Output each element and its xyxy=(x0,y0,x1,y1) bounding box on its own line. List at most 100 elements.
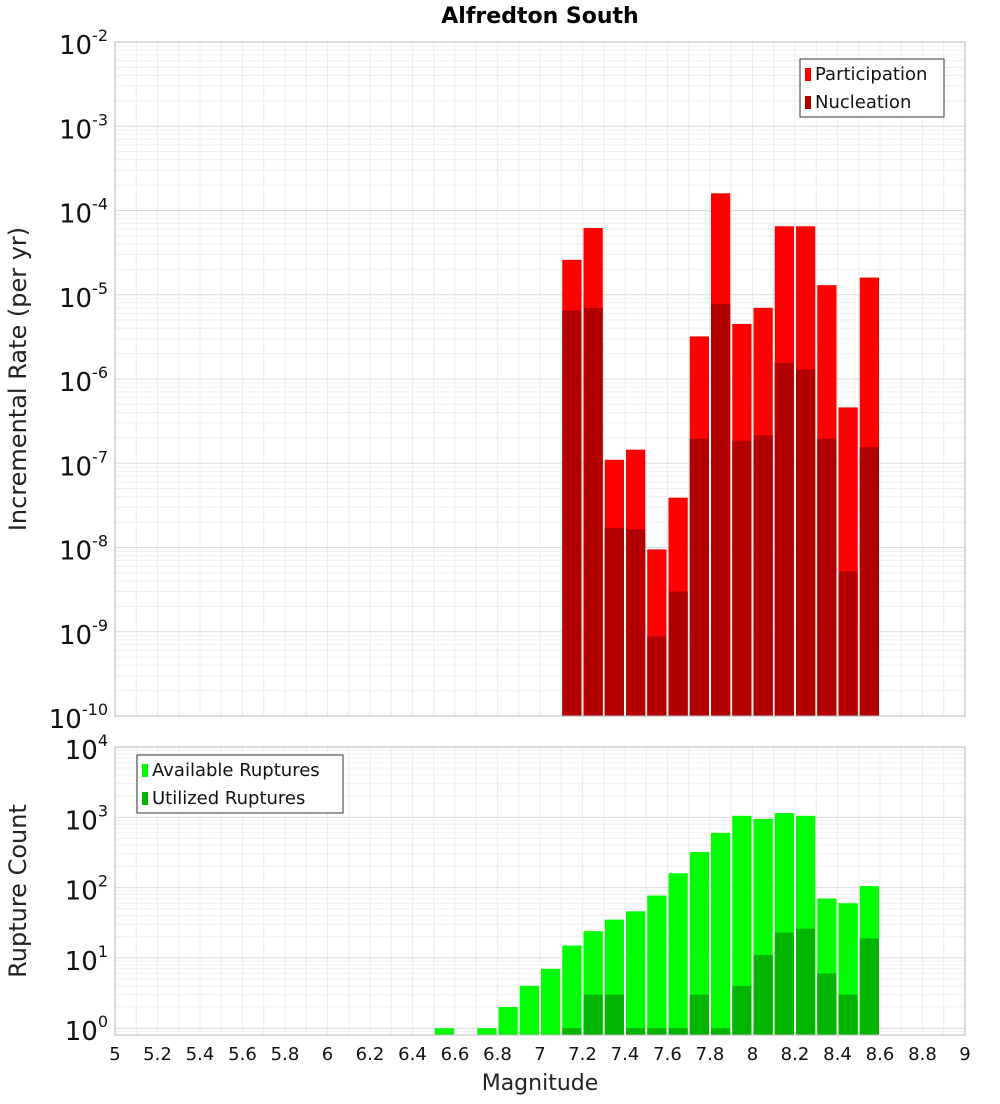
y-tick-base: 10 xyxy=(65,1017,98,1047)
bar xyxy=(774,362,794,716)
bar xyxy=(583,307,603,716)
bar xyxy=(732,985,752,1035)
y-tick-label: 101 xyxy=(65,942,108,977)
bar xyxy=(519,985,539,1035)
x-tick-label: 6.2 xyxy=(356,1044,385,1065)
y-tick-label: 10-10 xyxy=(49,700,108,735)
legend-label: Participation xyxy=(815,64,927,85)
bar xyxy=(541,968,561,1035)
bar xyxy=(732,815,752,1035)
y-tick-base: 10 xyxy=(59,621,92,651)
y-tick-label: 10-4 xyxy=(59,195,108,230)
y-tick-exponent: 2 xyxy=(98,872,108,891)
y-axis-label: Incremental Rate (per yr) xyxy=(4,227,32,531)
bar xyxy=(626,911,646,1035)
legend-swatch xyxy=(805,68,811,81)
bar xyxy=(477,1028,497,1035)
bar xyxy=(689,994,709,1035)
y-tick-exponent: -2 xyxy=(92,26,108,45)
bar xyxy=(668,1028,688,1035)
bar xyxy=(796,369,816,716)
y-tick-exponent: -6 xyxy=(92,363,108,382)
legend-swatch xyxy=(805,96,811,109)
series-utilized-ruptures xyxy=(562,928,879,1035)
bar xyxy=(711,1028,731,1035)
legend-label: Utilized Ruptures xyxy=(152,788,305,809)
bar xyxy=(774,932,794,1035)
y-tick-label: 10-2 xyxy=(59,26,108,61)
bar xyxy=(753,435,773,716)
x-tick-label: 7.6 xyxy=(653,1044,682,1065)
y-tick-exponent: 1 xyxy=(98,942,108,961)
x-tick-label: 5.6 xyxy=(228,1044,257,1065)
y-tick-label: 104 xyxy=(65,731,108,766)
grid xyxy=(114,42,966,717)
y-tick-base: 10 xyxy=(59,368,92,398)
plot-frame xyxy=(114,41,966,717)
x-tick-label: 7.2 xyxy=(568,1044,597,1065)
y-tick-base: 10 xyxy=(65,877,98,907)
x-tick-label: 7.4 xyxy=(611,1044,640,1065)
y-tick-exponent: -7 xyxy=(92,447,108,466)
legend: Available Ruptures Utilized Ruptures xyxy=(136,754,344,814)
y-tick-exponent: 0 xyxy=(98,1012,108,1031)
bar xyxy=(647,636,667,716)
y-tick-exponent: -5 xyxy=(92,279,108,298)
x-tick-label: 7 xyxy=(534,1044,545,1065)
y-tick-base: 10 xyxy=(65,806,98,836)
bar xyxy=(668,873,688,1035)
bar xyxy=(583,994,603,1035)
bar xyxy=(668,591,688,716)
x-tick-label: 8.8 xyxy=(908,1044,937,1065)
series-nucleation xyxy=(562,303,879,716)
bar xyxy=(626,529,646,716)
chart-title: Alfredton South xyxy=(441,4,638,29)
y-tick-base: 10 xyxy=(59,537,92,567)
y-tick-exponent: -8 xyxy=(92,532,108,551)
legend-box xyxy=(136,754,344,814)
y-tick-base: 10 xyxy=(59,31,92,61)
y-tick-label: 102 xyxy=(65,872,108,907)
bar xyxy=(562,945,582,1035)
bar xyxy=(711,832,731,1035)
y-tick-exponent: -9 xyxy=(92,616,108,635)
y-tick-label: 10-6 xyxy=(59,363,108,398)
y-tick-base: 10 xyxy=(65,736,98,766)
bar xyxy=(604,528,624,716)
bar xyxy=(498,1007,518,1035)
plot-frame xyxy=(114,746,966,1036)
bar xyxy=(796,928,816,1035)
x-tick-labels: 5 5.2 5.4 5.6 5.8 6 6.2 6.4 6.6 6.8 7 7.2 7.4 7.6 7.8 8… xyxy=(109,1044,970,1065)
x-tick-label: 6.8 xyxy=(483,1044,512,1065)
bar xyxy=(817,973,837,1035)
y-tick-base: 10 xyxy=(49,705,82,735)
x-tick-label: 5.8 xyxy=(271,1044,300,1065)
bar xyxy=(838,571,858,716)
bar xyxy=(626,1028,646,1035)
y-tick-label: 10-3 xyxy=(59,110,108,145)
legend-swatch xyxy=(142,764,148,777)
y-tick-base: 10 xyxy=(59,284,92,314)
bar xyxy=(859,938,879,1035)
bar xyxy=(562,310,582,716)
x-axis-label: Magnitude xyxy=(482,1071,599,1096)
bar xyxy=(689,852,709,1035)
y-tick-exponent: 4 xyxy=(98,731,108,750)
y-tick-base: 10 xyxy=(65,947,98,977)
y-axis-label: Rupture Count xyxy=(4,804,32,978)
x-tick-label: 8.4 xyxy=(823,1044,852,1065)
y-tick-label: 10-7 xyxy=(59,447,108,482)
x-tick-label: 8.6 xyxy=(866,1044,895,1065)
legend-swatch xyxy=(142,792,148,805)
bar xyxy=(732,440,752,716)
bar xyxy=(817,438,837,716)
x-tick-label: 7.8 xyxy=(696,1044,725,1065)
x-tick-label: 6.6 xyxy=(441,1044,470,1065)
y-tick-exponent: -4 xyxy=(92,195,108,214)
legend-label: Nucleation xyxy=(815,92,911,113)
